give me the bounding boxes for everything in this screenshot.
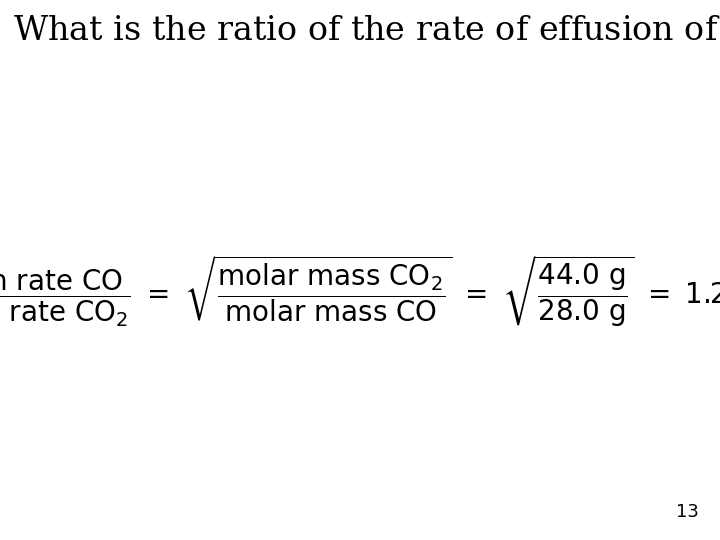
Text: 13: 13 — [675, 503, 698, 521]
Text: What is the ratio of the rate of effusion of CO to CO$_2$?: What is the ratio of the rate of effusio… — [13, 14, 720, 49]
Text: $\dfrac{\mathsf{effusion\ rate\ CO}}{\mathsf{effusion\ rate\ CO_2}}$$\ =\ $$\sqr: $\dfrac{\mathsf{effusion\ rate\ CO}}{\ma… — [0, 254, 720, 329]
